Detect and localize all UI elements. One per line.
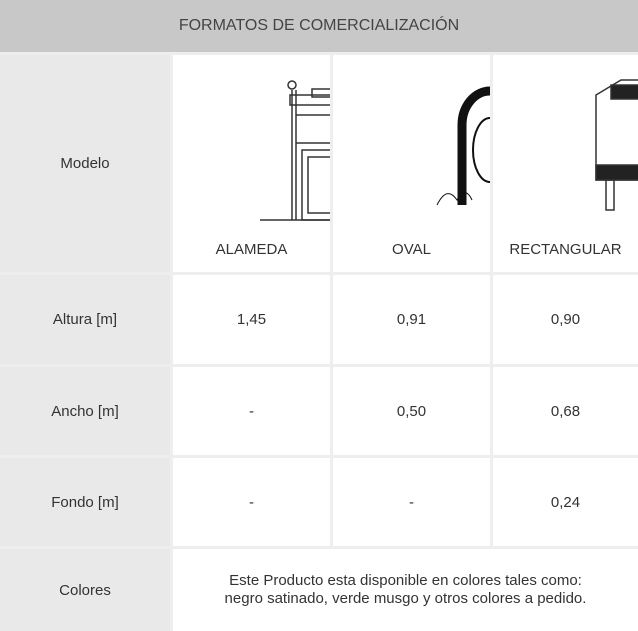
model-name: OVAL [392, 241, 431, 258]
value-cell: 0,68 [493, 367, 638, 455]
model-name: RECTANGULAR [509, 241, 622, 258]
rectangular-image [594, 79, 638, 211]
value-cell: - [333, 458, 490, 546]
value-cell: 1,45 [173, 275, 330, 364]
model-cell: OVAL [333, 55, 490, 272]
row-label: Altura [m] [0, 275, 170, 364]
value-cell: 0,24 [493, 458, 638, 546]
alameda-image [259, 80, 330, 221]
header-title: FORMATOS DE COMERCIALIZACIÓN [0, 0, 638, 52]
model-cell: RECTANGULAR [493, 55, 638, 272]
row-label: Colores [0, 549, 170, 631]
value-cell: 0,50 [333, 367, 490, 455]
note-cell: Este Producto esta disponible en colores… [173, 549, 638, 631]
note-line: Este Producto esta disponible en colores… [229, 572, 582, 589]
row-label: Ancho [m] [0, 367, 170, 455]
model-cell: ALAMEDA [173, 55, 330, 272]
value-cell: - [173, 367, 330, 455]
value-cell: - [173, 458, 330, 546]
row-label: Modelo [0, 55, 170, 272]
note-line: negro satinado, verde musgo y otros colo… [224, 590, 587, 607]
oval-image [436, 86, 490, 206]
row-label: Fondo [m] [0, 458, 170, 546]
model-name: ALAMEDA [215, 241, 288, 258]
value-cell: 0,90 [493, 275, 638, 364]
value-cell: 0,91 [333, 275, 490, 364]
